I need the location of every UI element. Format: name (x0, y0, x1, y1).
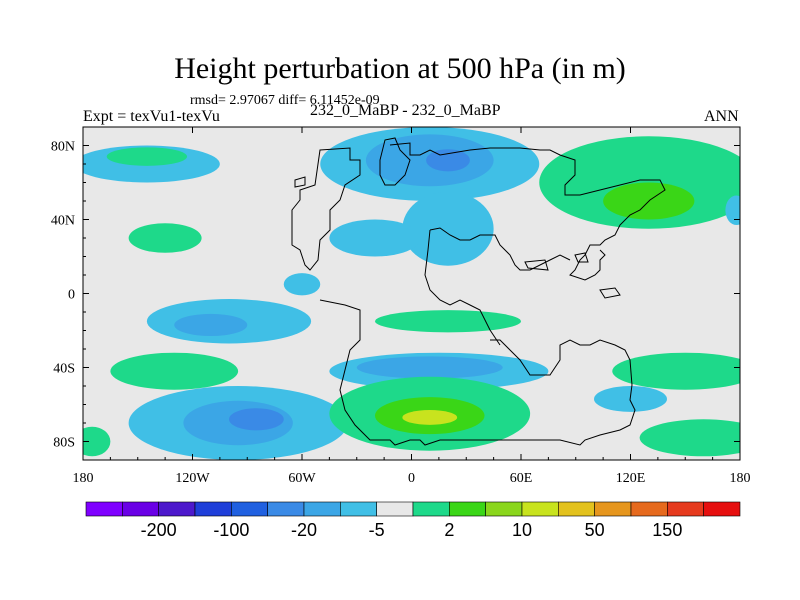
y-tick-label: 80N (51, 140, 75, 155)
field-blob-neg-2-5 (426, 149, 470, 172)
field-blob-neg-1-11 (174, 313, 248, 337)
field-blob-small-neg-12 (283, 273, 321, 296)
land-outlines (291, 137, 666, 446)
experiment-label: Expt = texVu1-texVu (83, 108, 220, 125)
colorbar-swatch-9 (412, 501, 450, 517)
field-blob-small-pos-25 (639, 419, 740, 457)
colorbar-label: 50 (585, 520, 605, 540)
landmass-islands (524, 252, 621, 299)
x-tick-label: 120E (616, 471, 646, 486)
y-tick-label: 40N (51, 214, 75, 229)
colorbar-swatch-17 (703, 501, 741, 517)
field-blob-small-neg-6 (402, 191, 494, 266)
colorbar-swatch-15 (630, 501, 668, 517)
field-blob-small-neg-27 (725, 195, 740, 226)
season-label: ANN (704, 108, 739, 125)
colorbar-label: -100 (213, 520, 249, 540)
x-tick-label: 180 (730, 471, 751, 486)
colorbar-swatch-11 (485, 501, 523, 517)
colorbar-label: -200 (141, 520, 177, 540)
colorbar-labels: -200 -100 -20 -5 2 10 50 150 (141, 520, 683, 540)
colorbar-label: 2 (444, 520, 454, 540)
x-tick-label: 60W (288, 471, 316, 486)
colorbar-swatch-4 (231, 501, 268, 517)
colorbar (85, 501, 741, 517)
colorbar-swatch-16 (667, 501, 704, 517)
colorbar-swatch-13 (558, 501, 595, 517)
colorbar-swatch-7 (340, 501, 377, 517)
field-blob-pos-2-22 (402, 410, 458, 425)
axis-ticks (82, 127, 741, 460)
field-blob-small-pos-16 (110, 352, 239, 390)
x-tick-label: 180 (73, 471, 94, 486)
landmass-americas (291, 147, 636, 446)
plot-title: Height perturbation at 500 hPa (in m) (174, 52, 626, 85)
field-blob-small-pos-26 (83, 426, 111, 457)
colorbar-swatch-14 (594, 501, 632, 517)
stats-text: rmsd= 2.97067 diff= 6.11452e-09 (190, 93, 380, 108)
comparison-label: 232_0_MaBP - 232_0_MaBP (310, 102, 501, 119)
x-tick-label: 60E (510, 471, 533, 486)
field-blob-neg-1-15 (356, 356, 503, 379)
x-tick-label: 0 (408, 471, 415, 486)
y-tick-label: 80S (53, 436, 75, 451)
field-blob-small-neg-7 (329, 219, 421, 257)
landmass-greenland (379, 137, 411, 186)
y-tick-label: 40S (53, 362, 75, 377)
colorbar-label: -5 (369, 520, 385, 540)
y-axis-labels: 80N 40N 0 40S 80S (51, 140, 75, 451)
field-blob-small-pos-13 (375, 310, 521, 333)
x-tick-label: 120W (175, 471, 210, 486)
colorbar-swatch-10 (449, 501, 486, 517)
colorbar-swatch-8 (376, 501, 414, 517)
colorbar-swatch-2 (158, 501, 196, 517)
landmass-eurasia (389, 142, 666, 346)
colorbar-swatch-6 (303, 501, 341, 517)
colorbar-label: 10 (512, 520, 532, 540)
colorbar-swatch-5 (267, 501, 305, 517)
colorbar-swatch-1 (122, 501, 159, 517)
field-blob-small-pos-23 (612, 352, 740, 390)
contour-fields (83, 127, 740, 460)
colorbar-swatch-0 (85, 501, 123, 517)
x-axis-labels: 180 120W 60W 0 60E 120E 180 (73, 471, 751, 486)
colorbar-label: -20 (291, 520, 317, 540)
y-tick-label: 0 (68, 288, 75, 303)
colorbar-label: 150 (652, 520, 682, 540)
field-blob-small-pos-1 (106, 147, 188, 166)
field-blob-neg-2-19 (229, 408, 284, 431)
colorbar-swatch-12 (521, 501, 559, 517)
field-blob-small-pos-2 (128, 223, 202, 253)
colorbar-swatch-3 (194, 501, 232, 517)
